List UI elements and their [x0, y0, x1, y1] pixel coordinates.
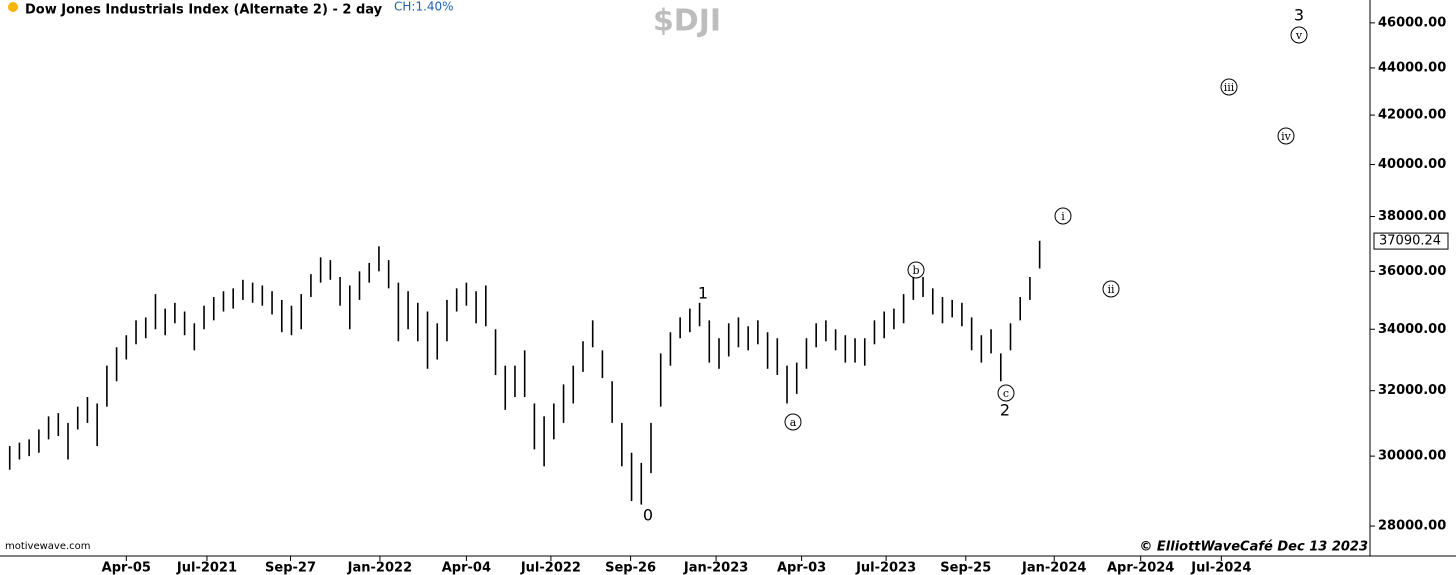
credit: © ElliottWaveCafé Dec 13 2023: [1139, 540, 1368, 555]
wave-label: 0: [643, 506, 653, 525]
y-tick-label: 32000.00: [1378, 383, 1446, 398]
x-tick-label: Sep-27: [265, 561, 316, 575]
y-tick-label: 40000.00: [1378, 157, 1446, 172]
wave-circle: [1054, 207, 1072, 225]
wave-label: v: [1295, 29, 1303, 42]
change: CH:1.40%: [394, 0, 454, 14]
x-tick-label: Sep-26: [605, 561, 656, 575]
x-tick-label: Jan-2023: [683, 561, 748, 575]
x-tick-label: Jan-2024: [1021, 561, 1086, 575]
wave-label: b: [912, 264, 919, 277]
symbol: $DJI: [653, 4, 721, 39]
x-tick-label: Apr-2024: [1107, 561, 1174, 575]
y-tick-label: 46000.00: [1378, 15, 1446, 30]
y-tick-label: 36000.00: [1378, 264, 1446, 279]
wave-circle: [1102, 280, 1120, 298]
source: motivewave.com: [5, 541, 91, 552]
wave-circle: [784, 413, 802, 431]
wave-label: i: [1061, 210, 1065, 223]
status-dot: [8, 2, 18, 12]
y-tick-label: 28000.00: [1378, 519, 1446, 534]
x-tick-label: Apr-03: [777, 561, 826, 575]
y-tick-label: 44000.00: [1378, 60, 1446, 75]
wave-label: 2: [1000, 401, 1010, 420]
x-tick-label: Jul-2023: [855, 561, 916, 575]
wave-label: iii: [1224, 81, 1235, 94]
wave-label: a: [790, 416, 797, 429]
wave-label: iv: [1281, 130, 1292, 143]
x-tick-label: Jul-2022: [520, 561, 581, 575]
x-tick-label: Sep-25: [940, 561, 991, 575]
x-tick-label: Apr-04: [442, 561, 491, 575]
x-tick-label: Jul-2024: [1190, 561, 1251, 575]
chart-title: Dow Jones Industrials Index (Alternate 2…: [25, 3, 383, 18]
wave-label: 3: [1294, 6, 1304, 25]
last-price-label: 37090.24: [1379, 234, 1441, 249]
x-tick-label: Apr-05: [102, 561, 151, 575]
wave-label: c: [1003, 387, 1009, 400]
wave-circle: [1220, 78, 1238, 96]
last-price-box: [1373, 232, 1449, 250]
wave-circle: [1290, 26, 1308, 44]
wave-circle: [1277, 127, 1295, 145]
y-tick-label: 42000.00: [1378, 108, 1446, 123]
x-tick-label: Jul-2021: [176, 561, 237, 575]
wave-circle: [907, 261, 925, 279]
wave-label: ii: [1107, 283, 1115, 296]
y-tick-label: 30000.00: [1378, 449, 1446, 464]
y-tick-label: 38000.00: [1378, 209, 1446, 224]
wave-label: 1: [698, 284, 708, 303]
x-tick-label: Jan-2022: [347, 561, 412, 575]
wave-circle: [997, 384, 1015, 402]
y-tick-label: 34000.00: [1378, 322, 1446, 337]
